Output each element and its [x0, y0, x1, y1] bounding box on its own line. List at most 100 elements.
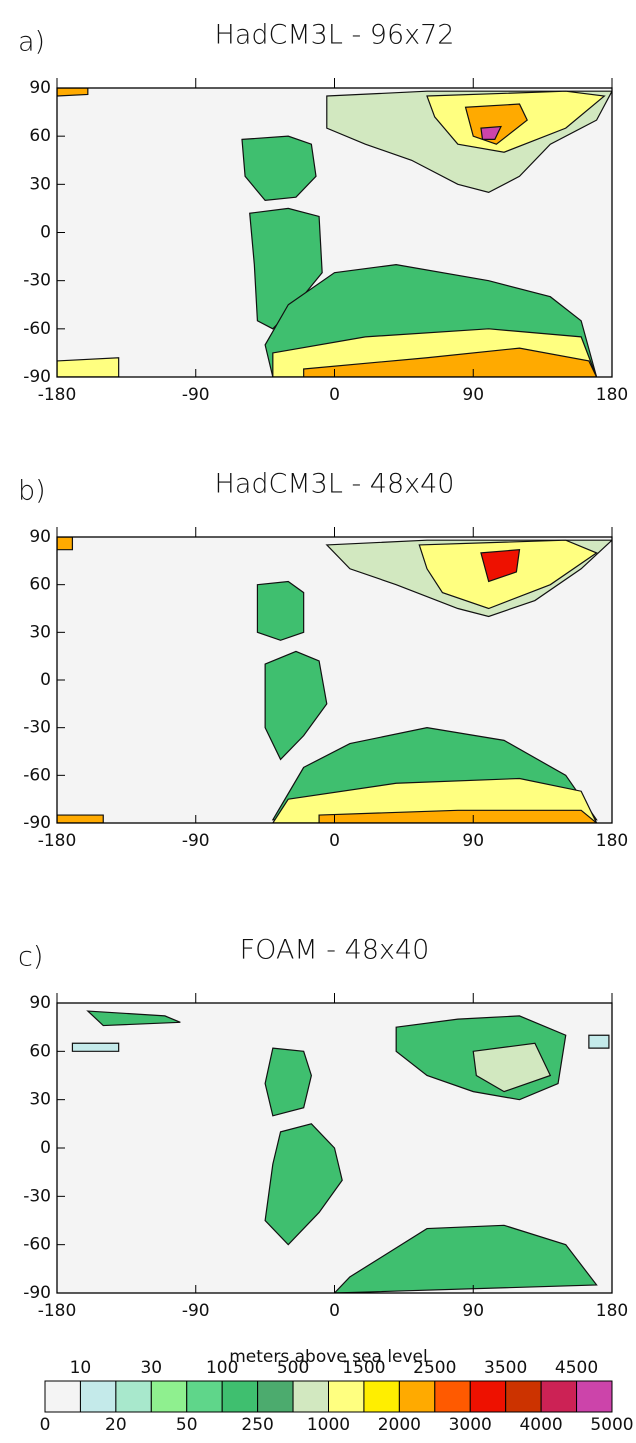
colorbar-box — [221, 1380, 259, 1413]
y-tick-label: 60 — [29, 1041, 51, 1061]
x-tick-label: 180 — [596, 1301, 628, 1321]
colorbar-label: 10 — [70, 1358, 92, 1378]
y-tick-label: 30 — [29, 174, 51, 194]
colorbar-label: 250 — [241, 1415, 273, 1435]
colorbar-label: 2500 — [413, 1358, 456, 1378]
colorbar-label: 30 — [140, 1358, 162, 1378]
y-tick-label: 0 — [40, 1138, 51, 1158]
y-tick-label: -30 — [23, 271, 51, 291]
colorbar-label: 0 — [40, 1415, 51, 1435]
x-tick-label: -180 — [38, 385, 77, 405]
y-tick-label: 0 — [40, 670, 51, 690]
land-region — [480, 549, 521, 583]
y-tick-label: 90 — [29, 78, 51, 98]
colorbar-label: 3500 — [484, 1358, 527, 1378]
colorbar-label: 3000 — [449, 1415, 492, 1435]
x-tick-label: 0 — [329, 831, 340, 851]
colorbar-box — [363, 1380, 400, 1413]
land-region — [256, 580, 305, 641]
land-region — [333, 1224, 598, 1293]
panel-title: HadCM3L - 48x40 — [215, 469, 455, 500]
colorbar-label: 50 — [176, 1415, 198, 1435]
colorbar-box — [150, 1380, 188, 1413]
y-tick-label: -90 — [23, 1283, 51, 1303]
colorbar-box — [44, 1380, 81, 1413]
map — [57, 88, 612, 377]
land-region — [318, 809, 598, 823]
colorbar-label: 2000 — [378, 1415, 421, 1435]
y-tick-label: 0 — [40, 223, 51, 243]
land-region — [57, 88, 89, 97]
colorbar-title: meters above sea level — [229, 1347, 428, 1367]
y-tick-label: 60 — [29, 126, 51, 146]
colorbar-box — [115, 1380, 152, 1413]
colorbar-box — [469, 1380, 507, 1413]
colorbar-box — [292, 1380, 329, 1413]
y-tick-label: -90 — [23, 367, 51, 387]
colorbar-box — [186, 1380, 223, 1413]
land-region — [57, 537, 74, 551]
y-tick-label: -60 — [23, 319, 51, 339]
x-tick-label: 0 — [329, 1301, 340, 1321]
y-tick-label: -30 — [23, 718, 51, 738]
land-region — [264, 650, 328, 761]
panel-label: a) — [18, 27, 45, 58]
land-region — [303, 347, 598, 377]
land-region — [264, 1047, 312, 1117]
colorbar-label: 1000 — [307, 1415, 350, 1435]
land-region — [57, 814, 104, 823]
colorbar-label: 500 — [277, 1358, 309, 1378]
colorbar-label: 4000 — [519, 1415, 562, 1435]
colorbar-box — [505, 1380, 542, 1413]
land-region — [241, 135, 317, 202]
map — [57, 1003, 612, 1293]
x-tick-label: -180 — [38, 831, 77, 851]
y-tick-label: -30 — [23, 1186, 51, 1206]
y-tick-label: 30 — [29, 1090, 51, 1110]
land-region — [71, 1042, 120, 1052]
colorbar-box — [257, 1380, 294, 1413]
y-tick-label: -60 — [23, 765, 51, 785]
panel-title: HadCM3L - 96x72 — [215, 20, 455, 51]
map — [57, 537, 612, 823]
colorbar-box — [434, 1380, 471, 1413]
land — [71, 1010, 610, 1293]
land-region — [472, 1042, 552, 1093]
y-tick-label: 90 — [29, 527, 51, 547]
colorbar-box — [79, 1380, 117, 1413]
land-region — [264, 1123, 343, 1246]
x-tick-label: 180 — [596, 831, 628, 851]
land — [57, 88, 612, 377]
panel-title: FOAM - 48x40 — [240, 935, 430, 966]
y-tick-label: -60 — [23, 1235, 51, 1255]
y-tick-label: 30 — [29, 622, 51, 642]
x-tick-label: -90 — [182, 1301, 210, 1321]
x-tick-label: 180 — [596, 385, 628, 405]
panel-label: c) — [18, 942, 43, 973]
colorbar-label: 20 — [105, 1415, 127, 1435]
x-tick-label: 90 — [462, 385, 484, 405]
land-region — [480, 125, 502, 140]
x-tick-label: 90 — [462, 831, 484, 851]
x-tick-label: -90 — [182, 385, 210, 405]
panel-label: b) — [18, 476, 46, 507]
x-tick-label: -90 — [182, 831, 210, 851]
colorbar-box — [576, 1380, 613, 1413]
land-region — [464, 103, 528, 145]
colorbar-box — [398, 1380, 436, 1413]
y-tick-label: 60 — [29, 575, 51, 595]
y-tick-label: 90 — [29, 993, 51, 1013]
colorbar-label: 1500 — [342, 1358, 385, 1378]
x-tick-label: 0 — [329, 385, 340, 405]
colorbar-box — [540, 1380, 578, 1413]
land-region — [86, 1010, 181, 1027]
land-region — [588, 1034, 610, 1049]
colorbar-box — [328, 1380, 365, 1413]
land — [57, 537, 612, 823]
x-tick-label: -180 — [38, 1301, 77, 1321]
colorbar-label: 5000 — [590, 1415, 633, 1435]
colorbar-label: 100 — [206, 1358, 238, 1378]
land-region — [57, 357, 120, 377]
y-tick-label: -90 — [23, 813, 51, 833]
